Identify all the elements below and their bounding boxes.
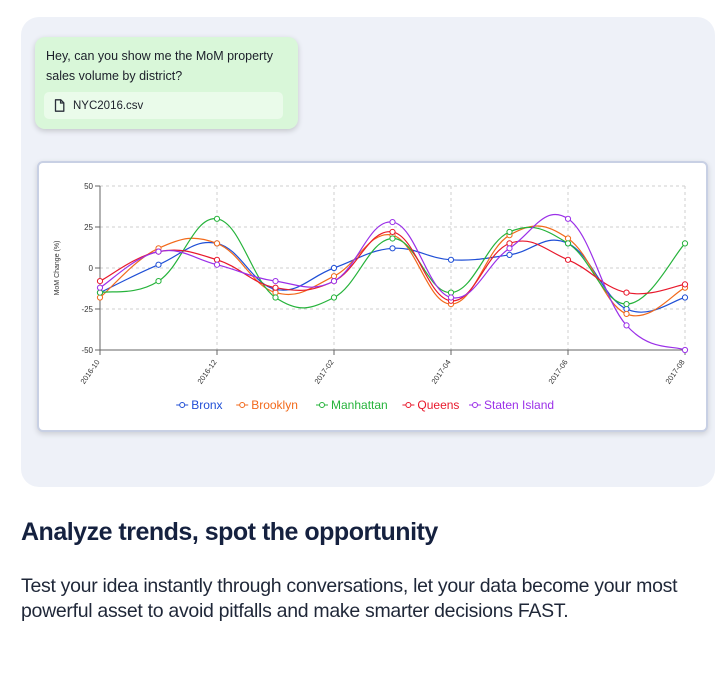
data-point-manhattan [330,294,338,301]
data-point-queens [623,289,630,296]
data-point-staten-island [96,284,104,291]
file-name: NYC2016.csv [73,99,144,112]
x-tick-label: 2016-10 [78,358,101,386]
data-point-staten-island [155,248,162,255]
legend-label-brooklyn: Brooklyn [251,398,298,412]
y-tick-label: 50 [84,182,93,191]
x-tick-label: 2017-04 [429,358,452,386]
x-tick-label: 2016-12 [195,358,218,386]
data-point-staten-island [389,218,396,226]
data-point-manhattan [506,228,513,236]
y-tick-label: 0 [89,264,94,273]
data-point-bronx [506,251,513,258]
y-tick-label: -50 [81,346,93,355]
data-point-staten-island [506,245,513,252]
data-point-manhattan [389,235,396,242]
y-tick-label: 25 [84,223,93,232]
legend-label-bronx: Bronx [191,398,222,412]
file-icon [54,99,65,112]
data-point-bronx [447,256,455,263]
legend-label-manhattan: Manhattan [331,398,388,412]
data-point-bronx [681,294,689,301]
line-chart-card: 50 25 0 -25 -50 2016-10 2016-12 2017-02 2017-04 2… [37,161,708,432]
legend-marker-brooklyn [239,402,246,408]
data-point-manhattan [681,240,689,247]
data-point-manhattan [623,300,630,308]
legend-marker-queens [405,402,412,408]
data-point-bronx [330,264,338,272]
data-point-queens [389,228,396,236]
legend-marker-manhattan [319,402,325,408]
data-point-queens [564,256,572,263]
legend-marker-staten-island [472,402,478,408]
data-point-queens [681,281,689,288]
data-point-staten-island [330,278,338,285]
series-line-staten-island [99,213,686,351]
data-point-bronx [389,245,396,252]
legend-marker-bronx [179,402,186,408]
data-point-staten-island [623,322,630,329]
data-point-brooklyn [623,310,630,318]
data-point-brooklyn [213,240,221,247]
x-tick-label: 2017-06 [546,358,569,386]
line-chart: 50 25 0 -25 -50 2016-10 2016-12 2017-02 2017-04 2… [54,182,689,412]
x-tick-label: 2017-08 [663,358,686,386]
data-point-staten-island [564,215,572,222]
data-point-manhattan [564,240,572,247]
x-tick-label: 2017-02 [312,358,335,386]
file-attachment[interactable]: NYC2016.csv [44,92,283,119]
data-point-staten-island [272,278,279,285]
data-point-staten-island [681,346,689,354]
body-text: Test your idea instantly through convers… [21,575,678,622]
data-point-queens [96,278,104,285]
legend-label-queens: Queens [417,398,459,412]
y-tick-label: -25 [81,305,93,314]
data-point-manhattan [155,278,162,285]
data-point-staten-island [447,294,455,301]
headline: Analyze trends, spot the opportunity [21,518,438,546]
y-axis-label: MoM Change (%) [54,241,61,296]
data-point-manhattan [272,294,279,301]
data-point-queens [213,256,221,263]
chat-message: Hey, can you show me the MoM property sa… [46,49,273,83]
data-point-manhattan [213,215,221,222]
data-point-bronx [155,261,162,268]
legend-label-staten-island: Staten Island [484,398,554,412]
data-point-staten-island [213,261,221,268]
data-point-queens [272,284,279,291]
data-point-brooklyn [330,273,338,280]
series-line-queens [99,231,686,302]
user-chat-bubble: Hey, can you show me the MoM property sa… [35,37,298,129]
